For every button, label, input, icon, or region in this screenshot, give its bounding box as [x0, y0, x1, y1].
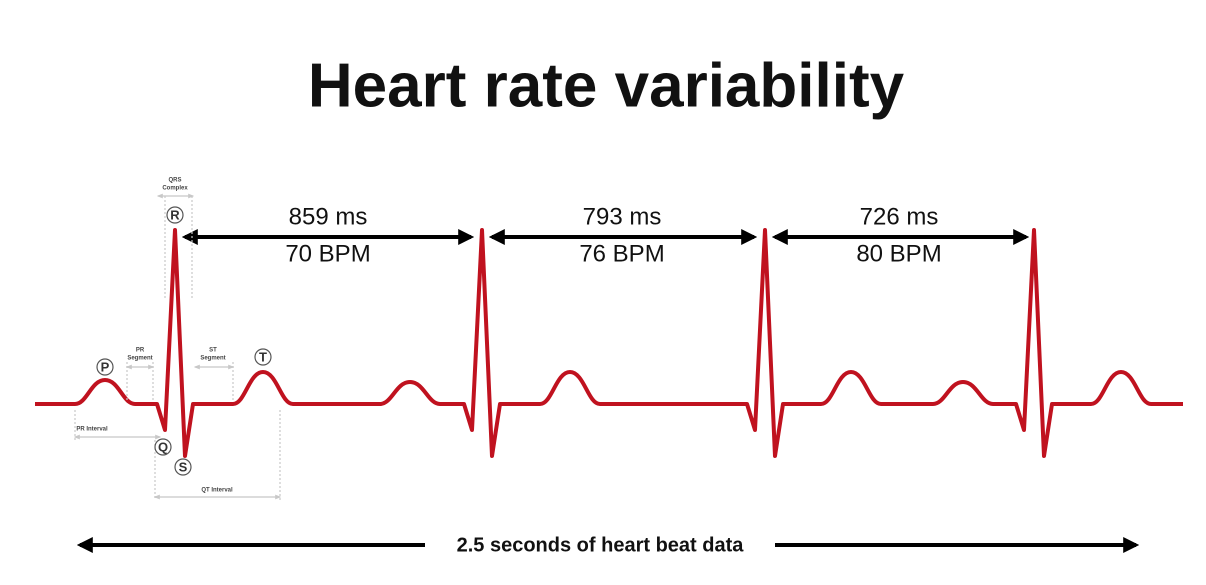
- wave-label: Q: [158, 439, 168, 454]
- wave-label: R: [170, 207, 180, 222]
- segment-label: ST: [209, 348, 217, 354]
- interval-duration: 726 ms: [860, 203, 939, 230]
- wave-marker: [96, 358, 114, 376]
- interval-rate: 76 BPM: [579, 240, 664, 267]
- wave-label: P: [101, 359, 110, 374]
- segment-label: QT Interval: [201, 488, 233, 494]
- segment-label: Complex: [162, 186, 188, 192]
- interval-duration: 793 ms: [583, 203, 662, 230]
- segment-label: PR Interval: [76, 427, 108, 433]
- interval-rate: 80 BPM: [856, 240, 941, 267]
- wave-label: S: [179, 459, 188, 474]
- wave-marker: [166, 206, 184, 224]
- wave-label: T: [259, 349, 267, 364]
- ecg-trace: [35, 228, 1183, 458]
- title: Heart rate variability: [308, 51, 905, 120]
- interval-duration: 859 ms: [289, 203, 368, 230]
- wave-marker: [154, 438, 172, 456]
- segment-label: Segment: [127, 356, 152, 362]
- wave-marker: [254, 348, 272, 366]
- segment-label: QRS: [168, 178, 181, 184]
- wave-marker: [174, 458, 192, 476]
- interval-rate: 70 BPM: [285, 240, 370, 267]
- footer-label: 2.5 seconds of heart beat data: [457, 534, 745, 556]
- segment-label: Segment: [200, 356, 225, 362]
- segment-label: PR: [136, 348, 145, 354]
